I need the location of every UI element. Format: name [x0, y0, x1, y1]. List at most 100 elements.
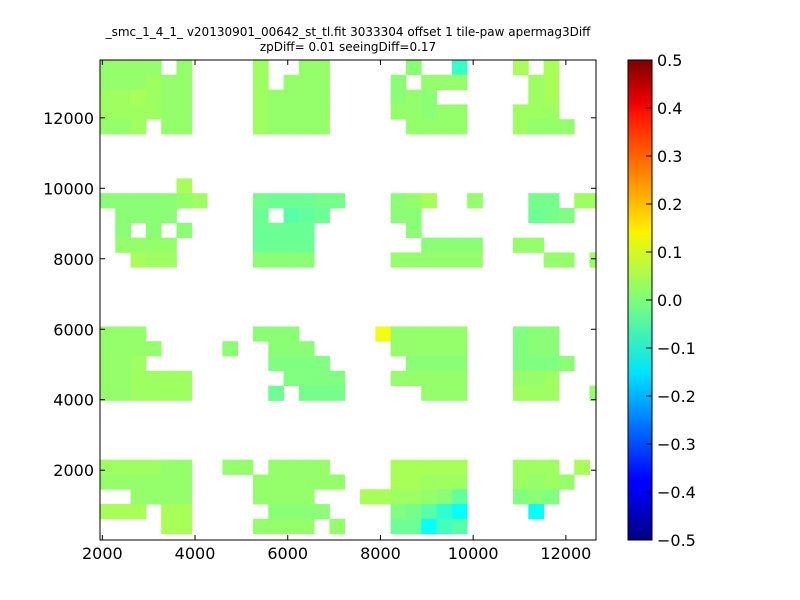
heatmap-cell	[283, 252, 300, 268]
heatmap-cell	[100, 504, 116, 520]
heatmap-cell	[421, 252, 437, 268]
heatmap-cell	[390, 193, 407, 209]
heatmap-cell	[115, 222, 131, 239]
heatmap-cell	[513, 326, 529, 342]
heatmap-cell	[329, 370, 346, 387]
heatmap-cell	[589, 385, 596, 401]
heatmap-cell	[451, 252, 468, 268]
heatmap-cell	[390, 341, 407, 357]
heatmap-cell	[390, 504, 407, 520]
heatmap-cell	[268, 104, 284, 120]
heatmap-cell	[314, 474, 330, 490]
colorbar-tick-label: 0.0	[657, 291, 682, 310]
heatmap-cell	[421, 89, 437, 105]
heatmap-cell	[130, 252, 147, 268]
heatmap-cell	[268, 504, 284, 520]
heatmap-cell	[390, 518, 407, 535]
heatmap-cell	[528, 326, 545, 342]
heatmap-cell	[421, 504, 437, 520]
heatmap-cell	[436, 237, 453, 253]
heatmap-cell	[451, 104, 468, 120]
heatmap-cell	[543, 489, 560, 505]
heatmap-cell	[100, 74, 116, 90]
heatmap-cell	[283, 237, 300, 253]
heatmap-cell	[130, 74, 147, 90]
heatmap-cell	[283, 222, 300, 239]
heatmap-cell	[176, 489, 193, 505]
heatmap-cell	[298, 370, 315, 387]
heatmap-cell	[115, 74, 131, 90]
heatmap-cell	[161, 89, 177, 105]
heatmap-cell	[390, 89, 407, 105]
heatmap-cell	[436, 341, 453, 357]
heatmap-cell	[298, 119, 315, 135]
heatmap-cell	[543, 89, 560, 105]
heatmap-cell	[100, 193, 116, 209]
heatmap-cell	[543, 60, 560, 76]
heatmap-cell	[115, 60, 131, 76]
heatmap-cell	[513, 104, 529, 120]
heatmap-cell	[130, 474, 147, 490]
heatmap-cell	[436, 74, 453, 90]
heatmap-cell	[405, 518, 422, 535]
heatmap-cell	[513, 237, 529, 253]
heatmap-cell	[513, 459, 529, 475]
heatmap-cell	[252, 474, 269, 490]
heatmap-cell	[176, 459, 193, 475]
colorbar-tick-label: 0.5	[657, 51, 682, 70]
heatmap-cell	[115, 356, 131, 372]
heatmap-cell	[115, 193, 131, 209]
heatmap-cell	[161, 385, 177, 401]
heatmap-cell	[252, 89, 269, 105]
heatmap-cell	[298, 385, 315, 401]
heatmap-cell	[176, 193, 193, 209]
colorbar-tick-label: 0.1	[657, 243, 682, 262]
heatmap-cell	[176, 504, 193, 520]
heatmap-cell	[100, 104, 116, 120]
y-tick-label: 12000	[43, 109, 94, 128]
heatmap-cell	[421, 489, 437, 505]
heatmap-cell	[329, 385, 346, 401]
heatmap-cell	[298, 459, 315, 475]
heatmap-cell	[314, 385, 330, 401]
heatmap-cell	[283, 326, 300, 342]
heatmap-cell	[161, 252, 177, 268]
heatmap-cell	[390, 208, 407, 224]
heatmap-cell	[543, 474, 560, 490]
heatmap-cell	[283, 74, 300, 90]
heatmap-cell	[513, 474, 529, 490]
heatmap-cell	[161, 104, 177, 120]
heatmap-cell	[115, 119, 131, 135]
heatmap-cell	[436, 459, 453, 475]
colorbar-ticks: 0.5 0.4 0.3 0.2 0.1 0.0 −0.1 −0.2 −0.3 −0.4 −0.5	[646, 51, 696, 550]
heatmap-cell	[115, 341, 131, 357]
x-tick-label: 10000	[448, 544, 499, 563]
heatmap-cell	[574, 459, 590, 475]
heatmap-cell	[436, 504, 453, 520]
heatmap-cell	[436, 489, 453, 505]
heatmap-cell	[375, 489, 392, 505]
heatmap-cell	[268, 252, 284, 268]
heatmap-cell	[436, 104, 453, 120]
heatmap-cell	[405, 89, 422, 105]
heatmap-cell	[252, 193, 269, 209]
heatmap-cell	[436, 385, 453, 401]
heatmap-cell	[298, 518, 315, 535]
heatmap-cell	[115, 504, 131, 520]
heatmap-cell	[298, 60, 315, 76]
heatmap-cell	[513, 119, 529, 135]
heatmap-cell	[298, 489, 315, 505]
heatmap-cell	[405, 104, 422, 120]
heatmap-cell	[268, 474, 284, 490]
heatmap-cell	[176, 74, 193, 90]
heatmap-cell	[161, 489, 177, 505]
heatmap-cell	[283, 474, 300, 490]
heatmap-cell	[283, 193, 300, 209]
heatmap-cell	[130, 89, 147, 105]
heatmap-cell	[329, 518, 346, 535]
heatmap-cell	[283, 104, 300, 120]
heatmap-cell	[436, 326, 453, 342]
colorbar-tick-label: −0.4	[657, 483, 696, 502]
heatmap-cell	[252, 489, 269, 505]
heatmap-cell	[421, 104, 437, 120]
